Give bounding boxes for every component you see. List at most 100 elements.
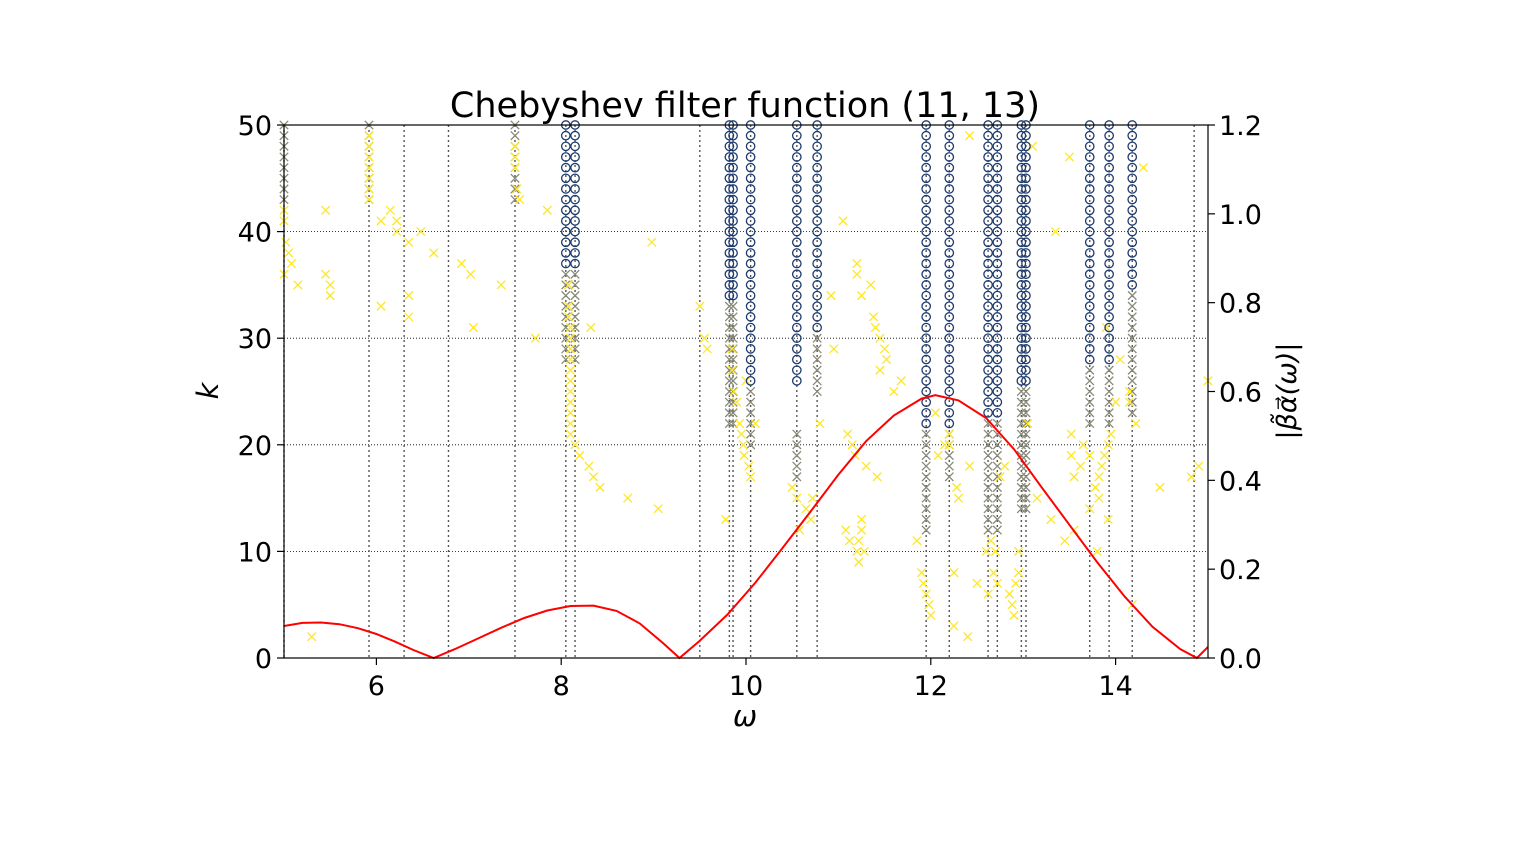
converged-circle-marker bbox=[791, 301, 802, 312]
converged-circle-marker bbox=[1016, 344, 1027, 354]
ritz-cross-marker bbox=[734, 418, 745, 429]
intermediate-cross-marker bbox=[1021, 386, 1031, 397]
ritz-cross-marker bbox=[1194, 461, 1204, 471]
ritz-cross-marker bbox=[933, 450, 943, 461]
intermediate-cross-marker bbox=[728, 376, 738, 386]
converged-circle-marker bbox=[983, 365, 993, 376]
ritz-cross-marker bbox=[376, 216, 386, 226]
ritz-cross-marker bbox=[699, 333, 710, 343]
converged-circle-marker bbox=[1016, 130, 1027, 141]
converged-circle-marker bbox=[724, 248, 735, 258]
converged-circle-marker bbox=[791, 333, 802, 344]
converged-circle-marker bbox=[921, 365, 932, 376]
intermediate-cross-marker bbox=[921, 440, 931, 450]
ritz-cross-marker bbox=[1011, 578, 1021, 589]
converged-circle-marker bbox=[992, 290, 1003, 301]
intermediate-cross-marker bbox=[1021, 397, 1031, 407]
ritz-cross-marker bbox=[563, 280, 574, 290]
converged-circle-marker bbox=[992, 301, 1003, 312]
converged-circle-marker bbox=[992, 397, 1003, 408]
converged-circle-marker bbox=[921, 205, 932, 216]
converged-circle-marker bbox=[791, 312, 802, 322]
converged-circle-marker bbox=[983, 407, 993, 418]
intermediate-cross-marker bbox=[1127, 301, 1137, 311]
converged-circle-marker bbox=[992, 280, 1003, 290]
converged-circle-marker bbox=[728, 280, 738, 290]
intermediate-cross-marker bbox=[992, 450, 1002, 461]
intermediate-cross-marker bbox=[812, 386, 822, 397]
converged-circle-marker bbox=[745, 162, 756, 173]
converged-circle-marker bbox=[745, 258, 756, 269]
ritz-cross-marker bbox=[293, 280, 303, 290]
converged-circle-marker bbox=[1021, 141, 1031, 152]
converged-circle-marker bbox=[992, 386, 1003, 397]
converged-circle-marker bbox=[1021, 237, 1031, 248]
converged-circle-marker bbox=[724, 205, 735, 216]
ritz-cross-marker bbox=[856, 525, 867, 535]
intermediate-cross-marker bbox=[983, 504, 993, 514]
converged-circle-marker bbox=[992, 205, 1003, 216]
intermediate-cross-marker bbox=[1021, 450, 1031, 461]
converged-circle-marker bbox=[745, 130, 756, 141]
converged-circle-marker bbox=[983, 375, 993, 386]
ritz-cross-marker bbox=[392, 216, 402, 226]
ritz-cross-marker bbox=[736, 429, 747, 439]
converged-circle-marker bbox=[983, 173, 993, 184]
ritz-cross-marker bbox=[364, 131, 374, 141]
converged-circle-marker bbox=[728, 269, 738, 280]
converged-circle-marker bbox=[944, 194, 955, 205]
converged-circle-marker bbox=[1021, 290, 1031, 301]
ritz-cross-marker bbox=[1106, 429, 1116, 439]
ritz-cross-marker bbox=[841, 525, 851, 535]
converged-circle-marker bbox=[992, 375, 1003, 386]
ritz-cross-marker bbox=[1085, 504, 1095, 514]
converged-circle-marker bbox=[944, 216, 955, 226]
intermediate-cross-marker bbox=[724, 301, 735, 311]
ritz-cross-marker bbox=[542, 205, 552, 215]
converged-circle-marker bbox=[728, 162, 738, 173]
intermediate-cross-marker bbox=[1021, 418, 1031, 429]
converged-circle-marker bbox=[1016, 301, 1027, 312]
converged-circle-marker bbox=[992, 354, 1003, 365]
intermediate-cross-marker bbox=[1127, 344, 1137, 354]
intermediate-cross-marker bbox=[570, 269, 580, 279]
converged-circle-marker bbox=[921, 301, 932, 312]
converged-circle-marker bbox=[1084, 194, 1095, 205]
intermediate-cross-marker bbox=[728, 322, 738, 333]
converged-circle-marker bbox=[728, 258, 738, 269]
intermediate-cross-marker bbox=[745, 386, 756, 397]
ritz-cross-marker bbox=[952, 482, 962, 493]
converged-circle-marker bbox=[728, 237, 738, 248]
converged-circle-marker bbox=[921, 258, 932, 269]
converged-circle-marker bbox=[1016, 226, 1027, 237]
intermediate-cross-marker bbox=[728, 312, 738, 322]
converged-circle-marker bbox=[791, 162, 802, 173]
converged-circle-marker bbox=[728, 248, 738, 258]
converged-circle-marker bbox=[1021, 333, 1031, 344]
ritz-cross-marker bbox=[854, 536, 864, 546]
intermediate-cross-marker bbox=[921, 525, 931, 535]
ritz-cross-marker bbox=[844, 536, 855, 546]
converged-circle-marker bbox=[724, 194, 735, 205]
ritz-cross-marker bbox=[875, 365, 885, 375]
converged-circle-marker bbox=[992, 173, 1003, 184]
y-right-tick-label: 0.0 bbox=[1219, 644, 1262, 675]
ritz-cross-marker bbox=[972, 578, 982, 589]
y-right-tick-label: 0.4 bbox=[1219, 466, 1262, 497]
intermediate-cross-marker bbox=[561, 301, 571, 311]
ritz-cross-marker bbox=[859, 546, 869, 557]
converged-circle-marker bbox=[992, 365, 1003, 376]
intermediate-cross-marker bbox=[944, 450, 954, 461]
ritz-cross-marker bbox=[879, 344, 890, 354]
intermediate-cross-marker bbox=[745, 408, 756, 418]
ritz-cross-marker bbox=[856, 290, 867, 301]
ritz-cross-marker bbox=[847, 440, 857, 450]
intermediate-cross-marker bbox=[812, 365, 822, 375]
intermediate-cross-marker bbox=[724, 376, 735, 386]
converged-circle-marker bbox=[1084, 290, 1095, 301]
intermediate-cross-marker bbox=[570, 290, 580, 301]
ritz-cross-marker bbox=[565, 376, 576, 386]
converged-circle-marker bbox=[1084, 152, 1095, 162]
converged-circle-marker bbox=[1104, 226, 1114, 237]
converged-circle-marker bbox=[1084, 141, 1095, 152]
